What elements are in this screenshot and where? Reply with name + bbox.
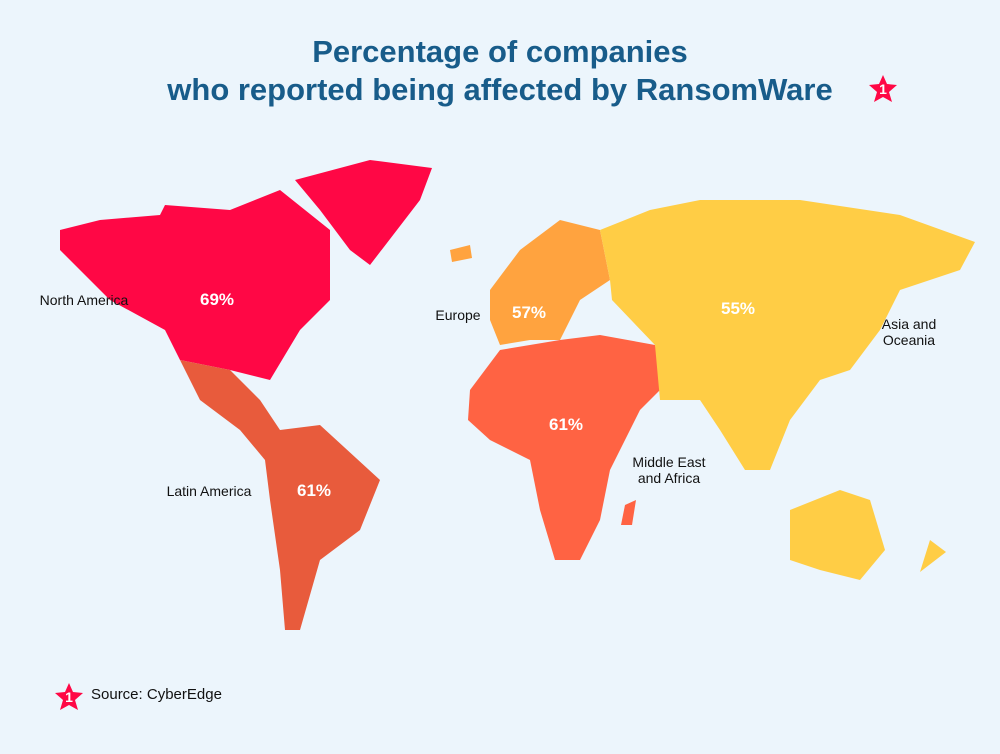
value-label: 69%: [199, 290, 235, 309]
region: [468, 335, 665, 560]
star-shape: [869, 75, 897, 102]
title-line: Percentage of companies: [312, 34, 688, 69]
region-shape: [600, 200, 975, 470]
region: [600, 200, 975, 580]
star-shape: [55, 683, 83, 710]
region-label: Middle East and Africa: [632, 454, 706, 486]
footnote-marker: 1: [65, 689, 73, 705]
star-icon: [55, 683, 83, 710]
region-shape: [790, 490, 885, 580]
star-icon: [869, 75, 897, 102]
region-shape: [180, 360, 380, 630]
region: [450, 220, 610, 345]
region: [60, 160, 432, 380]
region-shape: [60, 190, 330, 380]
region-label: Latin America: [166, 483, 252, 499]
region: [180, 360, 380, 630]
region-label: Europe: [435, 307, 481, 323]
value-label: 57%: [511, 303, 547, 322]
footnote-star: 1: [54, 682, 84, 712]
value-label: 61%: [296, 481, 332, 500]
region-label: North America: [39, 292, 129, 308]
title-text: who reported being affected by RansomWar…: [167, 72, 833, 107]
value-label: 55%: [720, 299, 756, 318]
region-shape: [621, 500, 636, 525]
region-shape: [490, 220, 610, 345]
region-shape: [295, 160, 432, 265]
region-shape: [468, 335, 665, 560]
region-label: Asia and Oceania: [881, 316, 937, 348]
region-shape: [450, 245, 472, 262]
region-shape: [920, 540, 946, 572]
footnote-star: 1: [868, 74, 898, 104]
footnote-marker: 1: [879, 81, 887, 97]
value-label: 61%: [548, 415, 584, 434]
title-line: who reported being affected by RansomWar…: [0, 72, 1000, 108]
source: Source: CyberEdge: [91, 686, 222, 703]
